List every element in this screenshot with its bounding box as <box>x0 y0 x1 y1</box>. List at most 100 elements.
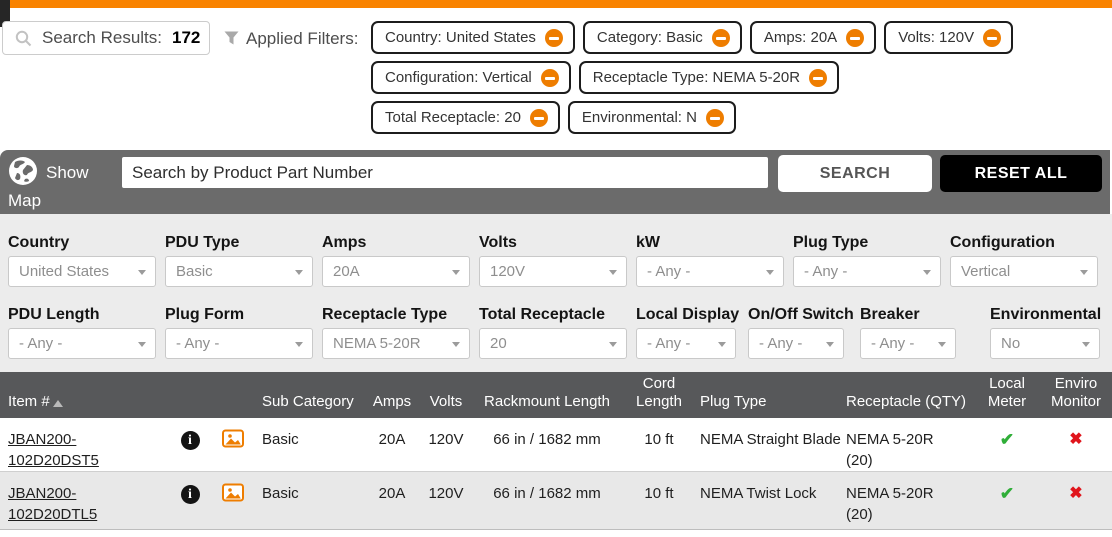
image-icon[interactable] <box>222 483 244 502</box>
cell-cord-length: 10 ft <box>644 485 674 502</box>
filter-label-breaker: Breaker <box>860 306 920 323</box>
reset-all-button[interactable]: RESET ALL <box>940 155 1102 192</box>
amps-dropdown[interactable]: 20A <box>322 256 470 287</box>
chip-receptacle-type[interactable]: Receptacle Type: NEMA 5-20R <box>578 61 840 94</box>
chip-label: Amps: 20A <box>763 29 838 46</box>
dropdown-value: Basic <box>176 263 213 280</box>
remove-filter-icon[interactable] <box>846 28 865 47</box>
filter-label-plug-type: Plug Type <box>793 234 869 251</box>
chip-amps[interactable]: Amps: 20A <box>749 21 877 54</box>
cell-receptacle-qty: NEMA 5-20R (20) <box>846 485 934 523</box>
filter-label-onoff-switch: On/Off Switch <box>748 306 854 323</box>
dropdown-arrow-icon <box>766 270 774 275</box>
filter-label-configuration: Configuration <box>950 234 1055 251</box>
cell-amps: 20A <box>378 431 406 448</box>
kw-dropdown[interactable]: - Any - <box>636 256 784 287</box>
remove-filter-icon[interactable] <box>809 68 828 87</box>
pdu-length-dropdown[interactable]: - Any - <box>8 328 156 359</box>
filter-label-local-display: Local Display <box>636 306 740 323</box>
dropdown-arrow-icon <box>718 342 726 347</box>
cell-sub-category: Basic <box>262 431 299 448</box>
chip-label: Configuration: Vertical <box>385 69 532 86</box>
table-row: JBAN200-102D20DST5 i Basic 20A 120V 66 i… <box>0 418 1112 472</box>
cell-receptacle-qty: NEMA 5-20R (20) <box>846 431 934 469</box>
search-results-count: 172 <box>172 28 201 47</box>
dropdown-arrow-icon <box>295 270 303 275</box>
dropdown-arrow-icon <box>923 270 931 275</box>
dropdown-value: - Any - <box>176 335 220 352</box>
breaker-dropdown[interactable]: - Any - <box>860 328 956 359</box>
chip-label: Total Receptacle: 20 <box>385 109 521 126</box>
environmental-dropdown[interactable]: No <box>990 328 1100 359</box>
filter-label-receptacle-type: Receptacle Type <box>322 306 448 323</box>
search-icon <box>15 30 32 46</box>
chip-configuration[interactable]: Configuration: Vertical <box>371 61 571 94</box>
cross-icon: ✖ <box>1069 485 1083 502</box>
remove-filter-icon[interactable] <box>544 28 563 47</box>
dropdown-value: United States <box>19 263 110 280</box>
plug-form-dropdown[interactable]: - Any - <box>165 328 313 359</box>
item-link[interactable]: JBAN200-102D20DST5 <box>8 431 99 469</box>
dropdown-arrow-icon <box>826 342 834 347</box>
total-receptacle-dropdown[interactable]: 20 <box>479 328 627 359</box>
cell-plug-type: NEMA Straight Blade <box>700 431 841 448</box>
chip-volts[interactable]: Volts: 120V <box>884 21 1014 54</box>
chip-country[interactable]: Country: United States <box>371 21 575 54</box>
chip-label: Volts: 120V <box>898 29 975 46</box>
onoff-switch-dropdown[interactable]: - Any - <box>748 328 844 359</box>
column-header-amps: Amps <box>372 393 412 410</box>
volts-dropdown[interactable]: 120V <box>479 256 627 287</box>
show-map-toggle[interactable]: Show Map <box>8 156 116 215</box>
chip-label: Receptacle Type: NEMA 5-20R <box>592 69 801 86</box>
cell-plug-type: NEMA Twist Lock <box>700 485 817 502</box>
cell-cord-length: 10 ft <box>644 431 674 448</box>
remove-filter-icon[interactable] <box>983 28 1002 47</box>
pdu-type-dropdown[interactable]: Basic <box>165 256 313 287</box>
configuration-dropdown[interactable]: Vertical <box>950 256 1098 287</box>
item-link[interactable]: JBAN200-102D20DTL5 <box>8 485 98 523</box>
dropdown-arrow-icon <box>1080 270 1088 275</box>
sort-asc-icon <box>52 400 63 407</box>
dropdown-arrow-icon <box>452 342 460 347</box>
applied-filter-chips: Country: United States Category: Basic A… <box>371 21 1019 134</box>
search-button[interactable]: SEARCH <box>778 155 932 192</box>
cross-icon: ✖ <box>1069 431 1083 448</box>
filter-funnel-icon <box>224 31 239 50</box>
applied-filters-label: Applied Filters: <box>246 29 359 48</box>
info-icon[interactable]: i <box>180 431 200 450</box>
chip-total-receptacle[interactable]: Total Receptacle: 20 <box>371 101 560 134</box>
remove-filter-icon[interactable] <box>529 108 548 127</box>
column-header-sub-category: Sub Category <box>262 393 354 410</box>
plug-type-dropdown[interactable]: - Any - <box>793 256 941 287</box>
filter-label-environmental: Environmental <box>990 306 1102 323</box>
globe-icon <box>9 157 37 185</box>
receptacle-type-dropdown[interactable]: NEMA 5-20R <box>322 328 470 359</box>
chip-environmental[interactable]: Environmental: N <box>567 101 736 134</box>
remove-filter-icon[interactable] <box>711 28 730 47</box>
top-accent-bar <box>0 0 1112 8</box>
column-header-cord-length: Cord Length <box>636 375 682 410</box>
dropdown-arrow-icon <box>938 342 946 347</box>
check-icon: ✔ <box>999 484 1015 503</box>
dropdown-arrow-icon <box>138 342 146 347</box>
table-row: JBAN200-102D20DTL5 i Basic 20A 120V 66 i… <box>0 472 1112 530</box>
remove-filter-icon[interactable] <box>540 68 559 87</box>
image-icon[interactable] <box>222 429 244 448</box>
column-header-info <box>170 372 210 418</box>
dropdown-arrow-icon <box>609 270 617 275</box>
info-icon[interactable]: i <box>180 485 200 504</box>
dropdown-value: Vertical <box>961 263 1011 280</box>
country-dropdown[interactable]: United States <box>8 256 156 287</box>
column-header-item[interactable]: Item # <box>0 372 170 418</box>
corner-block <box>0 0 10 27</box>
part-number-search-input[interactable] <box>122 157 768 188</box>
remove-filter-icon[interactable] <box>705 108 724 127</box>
table-header: Item # Sub Category Amps Volts Rackmount… <box>0 372 1112 418</box>
filter-label-plug-form: Plug Form <box>165 306 245 323</box>
local-display-dropdown[interactable]: - Any - <box>636 328 736 359</box>
filter-label-pdu-length: PDU Length <box>8 306 100 323</box>
chip-category[interactable]: Category: Basic <box>582 21 742 54</box>
search-results-box: Search Results: 172 <box>2 21 210 55</box>
dropdown-arrow-icon <box>609 342 617 347</box>
chip-label: Category: Basic <box>596 29 703 46</box>
